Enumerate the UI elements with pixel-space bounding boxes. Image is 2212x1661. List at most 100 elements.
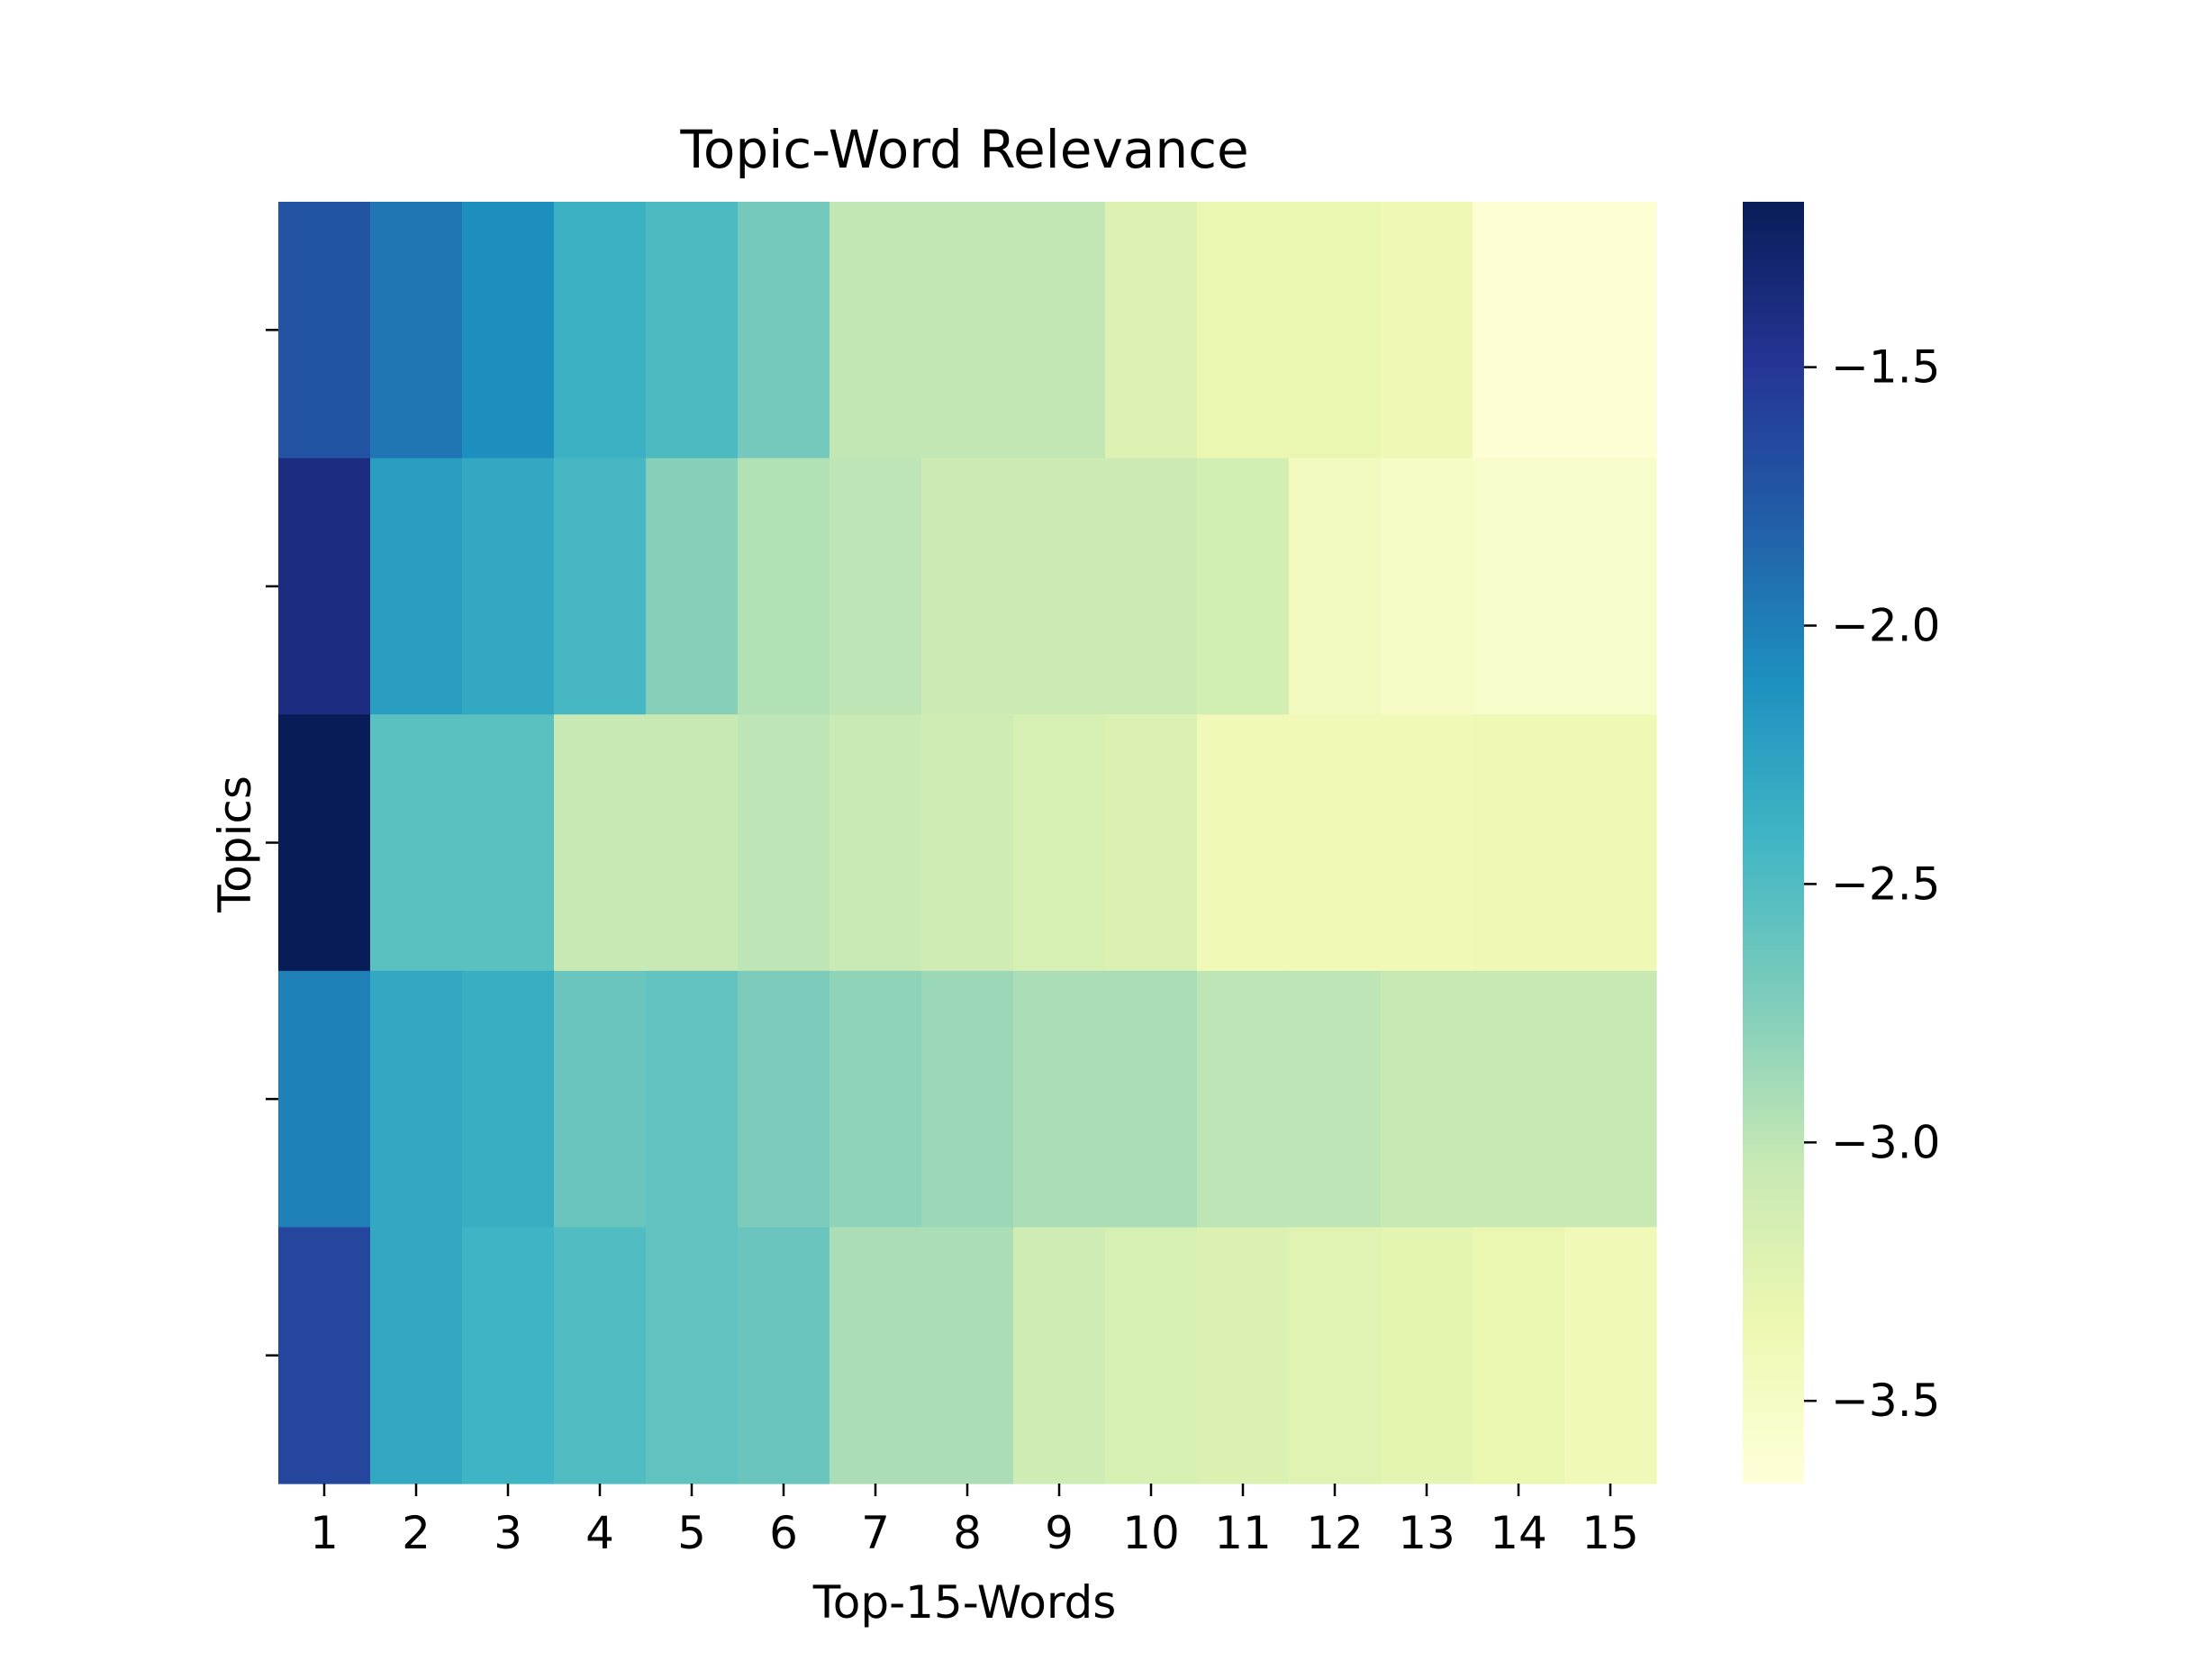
heatmap-cell <box>830 458 922 715</box>
heatmap-cell <box>1013 714 1106 972</box>
heatmap-cell <box>738 1227 830 1484</box>
heatmap-cell <box>1289 458 1382 715</box>
heatmap-cell <box>1473 1227 1565 1484</box>
y-axis-label: Topics <box>209 776 261 913</box>
heatmap-cell <box>921 202 1014 459</box>
x-tick-label: 4 <box>585 1507 614 1559</box>
x-tick-label: 1 <box>310 1507 339 1559</box>
heatmap-cell <box>1473 970 1565 1228</box>
heatmap-cell <box>1473 458 1565 715</box>
heatmap-cell <box>1197 202 1290 459</box>
heatmap-cell <box>1473 202 1565 459</box>
heatmap-cell <box>921 714 1014 972</box>
heatmap-cell <box>1381 1227 1473 1484</box>
heatmap-cell <box>462 458 555 715</box>
heatmap-cell <box>1197 1227 1290 1484</box>
colorbar <box>1743 202 1804 1484</box>
heatmap-cell <box>370 714 463 972</box>
heatmap-cell <box>278 202 371 459</box>
heatmap-cell <box>1289 202 1382 459</box>
heatmap-cell <box>738 970 830 1228</box>
colorbar-tick-label: −3.0 <box>1831 1116 1940 1168</box>
x-axis-label: Top-15-Words <box>812 1576 1117 1629</box>
heatmap-cell <box>646 970 739 1228</box>
heatmap-cell <box>830 1227 922 1484</box>
x-tick-label: 7 <box>861 1507 890 1559</box>
heatmap-cell <box>1289 970 1382 1228</box>
heatmap-cell <box>1197 458 1290 715</box>
colorbar-tick-label: −1.5 <box>1831 341 1940 394</box>
heatmap-cell <box>462 1227 555 1484</box>
heatmap-cell <box>1013 970 1106 1228</box>
heatmap-cell <box>1013 458 1106 715</box>
heatmap-cell <box>1381 970 1473 1228</box>
heatmap-cell <box>554 458 647 715</box>
heatmap-cell <box>738 202 830 459</box>
heatmap-cell <box>1564 202 1657 459</box>
colorbar-ticks: −1.5 −2.0 −2.5 −3.0 −3.5 <box>1804 341 1940 1427</box>
heatmap-cell <box>1197 970 1290 1228</box>
heatmap-cell <box>1381 714 1473 972</box>
heatmap-cell <box>738 458 830 715</box>
heatmap-cell <box>554 1227 647 1484</box>
x-tick-label: 6 <box>769 1507 798 1559</box>
heatmap-cell <box>921 1227 1014 1484</box>
colorbar-tick-label: −2.5 <box>1831 858 1940 910</box>
heatmap-cell <box>646 458 739 715</box>
colorbar-tick-label: −3.5 <box>1831 1375 1940 1427</box>
heatmap-cell <box>1564 714 1657 972</box>
heatmap-cell <box>370 458 463 715</box>
heatmap-cell <box>1105 202 1198 459</box>
heatmap-cell <box>1013 1227 1106 1484</box>
y-axis-ticks <box>266 329 278 1357</box>
heatmap-cell <box>1564 458 1657 715</box>
heatmap-cell <box>278 1227 371 1484</box>
heatmap-cell <box>278 714 371 972</box>
heatmap-cell <box>554 714 647 972</box>
heatmap-cell <box>1564 970 1657 1228</box>
heatmap-cell <box>462 202 555 459</box>
x-tick-label: 15 <box>1582 1507 1639 1559</box>
x-tick-label: 10 <box>1122 1507 1180 1559</box>
heatmap-cell <box>1105 714 1198 972</box>
heatmap-cell <box>1381 202 1473 459</box>
heatmap-cell <box>1105 1227 1198 1484</box>
heatmap-cell <box>1197 714 1290 972</box>
heatmap-cell <box>921 458 1014 715</box>
heatmap-cell <box>1105 458 1198 715</box>
heatmap-cell <box>646 714 739 972</box>
heatmap-cell <box>1105 970 1198 1228</box>
x-tick-label: 8 <box>953 1507 982 1559</box>
heatmap-cell <box>278 458 371 715</box>
heatmap-cell <box>1289 714 1382 972</box>
heatmap-cell <box>370 1227 463 1484</box>
x-tick-label: 2 <box>402 1507 431 1559</box>
heatmap-cell <box>830 970 922 1228</box>
x-tick-label: 5 <box>677 1507 706 1559</box>
heatmap-cell <box>370 202 463 459</box>
heatmap-cell <box>278 970 371 1228</box>
chart-title: Topic-Word Relevance <box>679 119 1248 180</box>
colorbar-tick-label: −2.0 <box>1831 600 1940 652</box>
heatmap-cell <box>1564 1227 1657 1484</box>
x-tick-label: 13 <box>1398 1507 1455 1559</box>
heatmap-cell <box>738 714 830 972</box>
heatmap-cells <box>278 202 1657 1484</box>
heatmap-cell <box>1013 202 1106 459</box>
heatmap-cell <box>830 202 922 459</box>
heatmap-cell <box>1473 714 1565 972</box>
x-tick-label: 14 <box>1490 1507 1547 1559</box>
heatmap-cell <box>830 714 922 972</box>
heatmap-cell <box>462 714 555 972</box>
heatmap-cell <box>462 970 555 1228</box>
x-tick-label: 3 <box>494 1507 522 1559</box>
heatmap-cell <box>921 970 1014 1228</box>
heatmap-cell <box>646 1227 739 1484</box>
x-tick-label: 11 <box>1214 1507 1272 1559</box>
x-tick-label: 12 <box>1306 1507 1364 1559</box>
heatmap-cell <box>370 970 463 1228</box>
x-tick-label: 9 <box>1045 1507 1074 1559</box>
heatmap-cell <box>554 970 647 1228</box>
heatmap-cell <box>1381 458 1473 715</box>
